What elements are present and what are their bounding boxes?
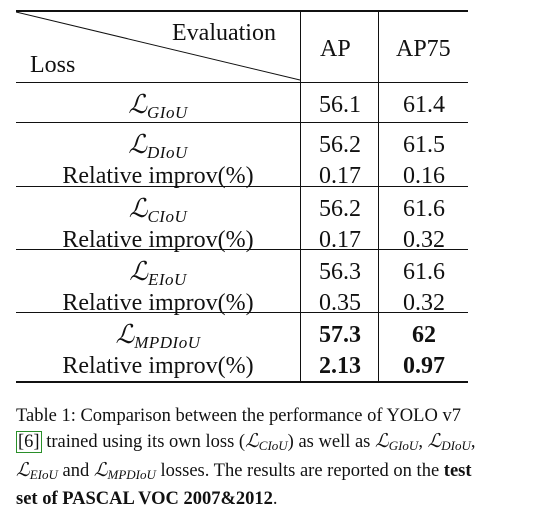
loss-name-cell: ℒGIoU <box>16 90 300 128</box>
group-rule-2 <box>16 186 468 187</box>
loss-name-cell: ℒDIoU <box>16 130 300 168</box>
ap75-value: 61.6 <box>403 196 445 222</box>
relative-improv-label: Relative improv(%) <box>62 290 254 316</box>
ap-value: 0.17 <box>319 163 361 189</box>
ap75-value: 61.6 <box>403 259 445 285</box>
loss-name-cell: ℒMPDIoU <box>16 320 300 358</box>
ap75-value: 61.5 <box>403 132 445 158</box>
ap75-value: 62 <box>412 322 436 348</box>
loss-name-cell: ℒCIoU <box>16 194 300 232</box>
loss-symbol: ℒ <box>115 320 135 350</box>
ap-value: 56.2 <box>319 196 361 222</box>
loss-subscript: CIoU <box>147 207 188 226</box>
table-row: ℒCIoU 56.2 61.6 <box>16 194 468 226</box>
column-divider-1 <box>300 12 301 382</box>
table-row: ℒGIoU 56.1 61.4 <box>16 90 468 122</box>
relative-improv-label: Relative improv(%) <box>62 163 254 189</box>
group-rule-1 <box>16 122 468 123</box>
top-rule <box>16 10 468 12</box>
table-row: Relative improv(%) 2.13 0.97 <box>16 351 468 382</box>
caption-text-8: . <box>272 489 278 509</box>
ap75-value: 0.97 <box>403 353 445 379</box>
loss-subscript: GIoU <box>147 103 188 122</box>
ap75-value: 0.16 <box>403 163 445 189</box>
table-caption: Table 1: Comparison between the performa… <box>16 404 544 512</box>
header-diagonal-line <box>16 11 301 81</box>
caption-text-4: , <box>418 432 428 452</box>
caption-bold-1: test <box>443 461 472 481</box>
loss-symbol: ℒ <box>427 430 442 452</box>
loss-name-cell: ℒEIoU <box>16 257 300 295</box>
group-rule-3 <box>16 249 468 250</box>
table-row: ℒMPDIoU 57.3 62 <box>16 320 468 352</box>
table-row: Relative improv(%) 0.17 0.16 <box>16 161 468 192</box>
caption-sub-mpdiou: MPDIoU <box>107 467 156 482</box>
caption-sub-ciou: CIoU <box>258 438 288 453</box>
loss-subscript: MPDIoU <box>134 333 201 352</box>
loss-symbol: ℒ <box>129 257 148 287</box>
ap-value: 0.35 <box>319 290 361 316</box>
caption-text-6: and <box>57 461 94 481</box>
caption-text-5: , <box>470 432 476 452</box>
caption-sub-giou: GIoU <box>388 438 419 453</box>
caption-text-1: Table 1: Comparison between the performa… <box>16 406 461 426</box>
loss-symbol: ℒ <box>128 90 147 120</box>
ap75-value: 0.32 <box>403 227 445 253</box>
caption-text-3: ) as well as <box>287 432 376 452</box>
relative-improv-label: Relative improv(%) <box>62 227 254 253</box>
header-ap: AP <box>320 36 351 62</box>
loss-symbol: ℒ <box>128 130 147 160</box>
loss-symbol: ℒ <box>93 459 108 481</box>
header-ap75: AP75 <box>396 36 451 62</box>
ap-value: 0.17 <box>319 227 361 253</box>
ap-value: 2.13 <box>319 353 361 379</box>
loss-subscript: EIoU <box>147 270 187 289</box>
ap-value: 56.2 <box>319 132 361 158</box>
ap-value: 56.3 <box>319 259 361 285</box>
column-divider-2 <box>378 12 379 382</box>
caption-text-7: losses. The results are reported on the <box>155 461 444 481</box>
loss-symbol: ℒ <box>245 430 259 452</box>
loss-subscript: DIoU <box>147 143 188 162</box>
caption-bold-2: set of PASCAL VOC 2007&2012 <box>16 489 273 509</box>
citation-number[interactable]: 6 <box>24 432 34 452</box>
caption-sub-eiou: EIoU <box>29 467 58 482</box>
table-row: Relative improv(%) 0.17 0.32 <box>16 225 468 256</box>
ap-value: 56.1 <box>319 92 361 118</box>
bottom-rule <box>16 381 468 383</box>
citation-link[interactable]: [6] <box>16 431 42 453</box>
loss-symbol: ℒ <box>375 430 389 452</box>
ap75-value: 61.4 <box>403 92 445 118</box>
table-row: Relative improv(%) 0.35 0.32 <box>16 288 468 319</box>
header-evaluation: Evaluation <box>172 20 276 46</box>
header-rule <box>16 82 468 83</box>
header-loss: Loss <box>30 52 76 78</box>
loss-symbol: ℒ <box>128 194 148 224</box>
group-rule-4 <box>16 312 468 313</box>
table-row: ℒEIoU 56.3 61.6 <box>16 257 468 289</box>
caption-sub-diou: DIoU <box>441 438 471 453</box>
loss-symbol: ℒ <box>16 459 30 481</box>
relative-improv-label: Relative improv(%) <box>62 353 254 379</box>
ap75-value: 0.32 <box>403 290 445 316</box>
results-table: Evaluation Loss AP AP75 ℒGIoU 56.1 61.4 ℒDI… <box>16 10 468 385</box>
table-row: ℒDIoU 56.2 61.5 <box>16 130 468 162</box>
ap-value: 57.3 <box>319 322 361 348</box>
caption-text-2: trained using its own loss ( <box>41 432 246 452</box>
